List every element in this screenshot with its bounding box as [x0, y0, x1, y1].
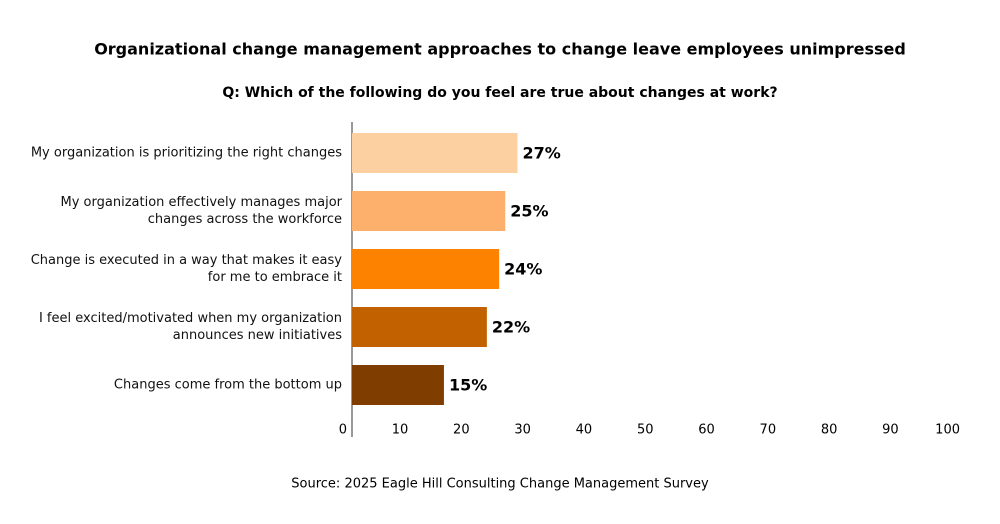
data-label: 15%	[449, 376, 487, 395]
x-tick-label: 30	[514, 423, 531, 438]
x-tick-label: 100	[935, 423, 960, 438]
y-tick-label: Change is executed in a way that makes i…	[30, 253, 342, 285]
bar	[352, 307, 487, 347]
bar	[352, 249, 500, 289]
y-tick-label: Changes come from the bottom up	[113, 377, 342, 393]
x-tick-label: 70	[760, 423, 777, 438]
bar	[352, 365, 444, 405]
data-label: 25%	[510, 202, 548, 221]
bar	[352, 191, 506, 231]
x-tick-label: 10	[392, 423, 409, 438]
data-label: 22%	[492, 318, 530, 337]
bar	[352, 133, 518, 173]
x-tick-label: 50	[637, 423, 654, 438]
data-label: 27%	[523, 144, 561, 163]
chart-subtitle: Q: Which of the following do you feel ar…	[222, 85, 777, 101]
chart-title: Organizational change management approac…	[94, 40, 906, 59]
source-note: Source: 2025 Eagle Hill Consulting Chang…	[291, 477, 709, 492]
y-tick-label: My organization is prioritizing the righ…	[30, 145, 342, 161]
x-tick-label: 90	[882, 423, 899, 438]
x-tick-label: 80	[821, 423, 838, 438]
data-label: 24%	[504, 260, 542, 279]
x-tick-label: 20	[453, 423, 470, 438]
y-tick-label: My organization effectively manages majo…	[60, 195, 342, 227]
x-tick-label: 40	[576, 423, 593, 438]
x-tick-label: 60	[698, 423, 715, 438]
x-tick-label: 0	[339, 423, 347, 438]
y-tick-label: I feel excited/motivated when my organiz…	[38, 311, 342, 343]
